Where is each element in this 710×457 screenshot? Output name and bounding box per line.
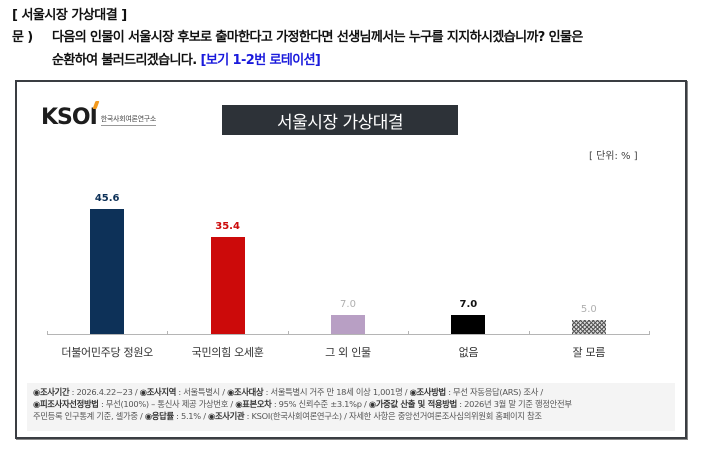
- axis-tick: [528, 331, 530, 335]
- axis-tick: [649, 331, 650, 335]
- axis-tick: [47, 331, 48, 335]
- bar: [571, 320, 606, 334]
- question-text-2: 순환하여 불러드리겠습니다.: [52, 53, 197, 68]
- rotation-note: [보기 1-2번 로테이션]: [200, 53, 321, 68]
- axis-tick: [167, 331, 169, 335]
- axis-tick: [408, 331, 410, 335]
- bar-value-label: 7.0: [459, 298, 478, 310]
- chart-title: 서울시장 가상대결: [222, 105, 458, 135]
- logo-mark: KSOI: [41, 101, 100, 129]
- question-prefix: 문 ): [12, 30, 33, 45]
- bar-value-label: 5.0: [580, 304, 597, 316]
- category-label: 잘 모름: [572, 346, 606, 359]
- category-label: 더불어민주당 정원오: [61, 346, 153, 359]
- bar: [451, 314, 486, 334]
- bar-value-label: 7.0: [340, 298, 356, 310]
- bar: [90, 209, 125, 334]
- unit-label: [ 단위: % ]: [589, 151, 638, 162]
- bar-chart: 45.6 더불어민주당 정원오 35.4 국민의힘 오세훈 7.0 그 외 인물 7.0 없음…: [17, 82, 685, 437]
- category-label: 국민의힘 오세훈: [191, 346, 264, 359]
- category-label: 없음: [458, 346, 479, 359]
- question-text-1: 다음의 인물이 서울시장 후보로 출마한다고 가정한다면 선생님께서는 누구를 …: [52, 30, 583, 45]
- ksoi-logo: KSOI 한국사회여론연구소: [41, 101, 156, 129]
- footer-line-1: ◉조사기간 : 2026.4.22~23 / ◉조사지역 : 서울특별시 / ◉…: [33, 387, 543, 397]
- bar-value-label: 45.6: [94, 193, 120, 205]
- chart-card: KSOI 한국사회여론연구소 서울시장 가상대결 [ 단위: % ] 45.6 더…: [15, 80, 687, 439]
- survey-footer: ◉조사기간 : 2026.4.22~23 / ◉조사지역 : 서울특별시 / ◉…: [27, 383, 675, 431]
- question-header: [ 서울시장 가상대결 ]: [12, 8, 127, 23]
- logo-subtitle: 한국사회여론연구소: [100, 114, 156, 126]
- bar: [331, 314, 365, 334]
- question-line-2: 순환하여 불러드리겠습니다. [보기 1-2번 로테이션]: [52, 49, 321, 68]
- question-line-1: 문 ) 다음의 인물이 서울시장 후보로 출마한다고 가정한다면 선생님께서는 누…: [12, 26, 583, 45]
- axis-tick: [287, 331, 289, 335]
- x-axis: [47, 334, 649, 335]
- bar: [210, 237, 245, 334]
- bar-value-label: 35.4: [215, 221, 240, 232]
- footer-line-2: ◉피조사자선정방법 : 무선(100%) – 통신사 제공 가상번호 / ◉표본…: [33, 399, 572, 409]
- footer-line-3: 주민등록 인구통계 기준, 셀가중 / ◉응답률 : 5.1% / ◉조사기관 …: [33, 411, 542, 421]
- category-label: 그 외 인물: [325, 346, 371, 359]
